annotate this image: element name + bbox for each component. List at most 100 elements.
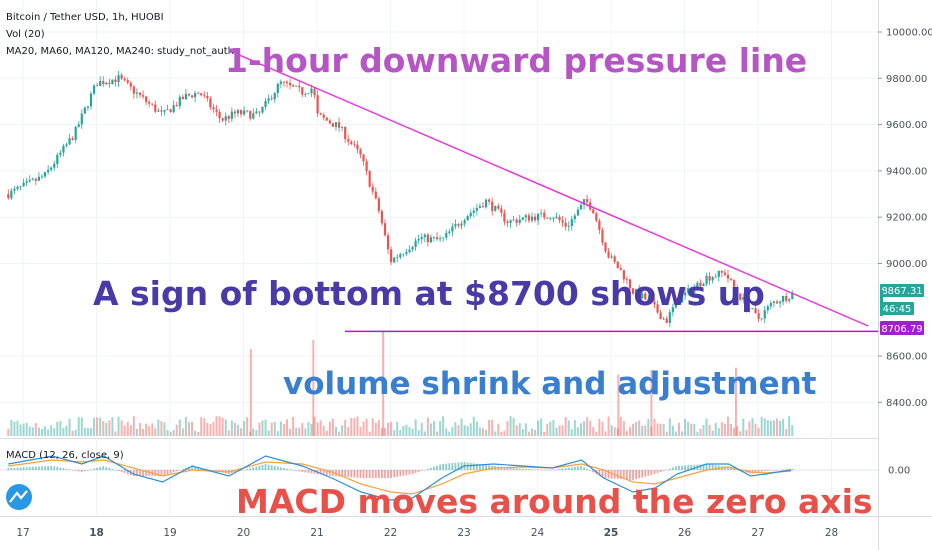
tradingview-logo[interactable] bbox=[6, 484, 32, 510]
volume-annotation: volume shrink and adjustment bbox=[283, 366, 817, 402]
volume-bar bbox=[380, 428, 383, 436]
volume-bar bbox=[423, 431, 426, 436]
candle-body bbox=[344, 126, 347, 140]
volume-bar bbox=[466, 426, 469, 436]
candle-body bbox=[59, 152, 62, 155]
macd-histogram-bar bbox=[368, 470, 371, 478]
trendline-annotation: 1-hour downward pressure line bbox=[225, 41, 807, 80]
macd-histogram-bar bbox=[136, 470, 138, 476]
macd-histogram-bar bbox=[215, 470, 218, 472]
candle-body bbox=[650, 298, 653, 302]
volume-bar bbox=[671, 425, 674, 436]
candle-body bbox=[757, 313, 760, 319]
price-axis[interactable]: 10000.00 9800.00 9600.00 9400.00 9200.00 9000… bbox=[878, 28, 932, 477]
macd-histogram-bar bbox=[414, 470, 417, 473]
volume-bar bbox=[74, 429, 77, 436]
volume-bar bbox=[270, 422, 273, 436]
last-price-value: 8867.31 bbox=[881, 286, 922, 297]
macd-histogram-bar bbox=[13, 467, 16, 470]
macd-histogram-bar bbox=[111, 468, 114, 470]
candle-body bbox=[451, 226, 454, 232]
volume-bar bbox=[292, 416, 295, 436]
symbol-title[interactable]: Bitcoin / Tether USD, 1h, HUOBI bbox=[6, 12, 164, 23]
volume-bar bbox=[625, 431, 628, 436]
volume-spike bbox=[382, 330, 385, 436]
candle-body bbox=[350, 141, 353, 144]
candle-body bbox=[604, 242, 607, 252]
volume-bar bbox=[488, 419, 491, 436]
candle-body bbox=[625, 279, 629, 281]
volume-bar bbox=[227, 430, 230, 436]
candle-body bbox=[711, 277, 714, 281]
macd-histogram-bar bbox=[763, 470, 766, 472]
macd-histogram-bar bbox=[328, 470, 331, 476]
macd-histogram-bar bbox=[690, 465, 693, 470]
macd-histogram-bar bbox=[503, 467, 506, 470]
macd-indicator-label[interactable]: MACD (12, 26, close, 9) bbox=[6, 450, 124, 461]
volume-bar bbox=[233, 422, 236, 436]
volume-bar bbox=[344, 419, 347, 436]
macd-histogram-bar bbox=[347, 470, 350, 478]
candle-body bbox=[506, 221, 509, 224]
macd-histogram-bar bbox=[711, 464, 714, 470]
candle-body bbox=[169, 109, 172, 113]
macd-histogram-bar bbox=[512, 468, 515, 470]
candle-body bbox=[533, 216, 537, 221]
candle-body bbox=[656, 304, 659, 313]
volume-indicator-label[interactable]: Vol (20) bbox=[6, 29, 45, 40]
candle-body bbox=[114, 79, 117, 83]
macd-histogram-bar bbox=[59, 467, 62, 470]
candle-body bbox=[236, 110, 240, 114]
volume-bar bbox=[500, 431, 503, 436]
volume-bar bbox=[607, 416, 610, 436]
macd-histogram-bar bbox=[286, 468, 288, 470]
candle-body bbox=[19, 186, 22, 188]
volume-bar bbox=[371, 418, 374, 436]
candle-body bbox=[218, 111, 221, 119]
macd-histogram-bar bbox=[142, 470, 144, 476]
volume-bar bbox=[417, 430, 420, 436]
macd-histogram-bar bbox=[521, 469, 524, 470]
volume-bar bbox=[662, 424, 665, 436]
candle-body bbox=[53, 163, 56, 168]
macd-histogram-bar bbox=[31, 466, 34, 470]
macd-histogram-bar bbox=[384, 470, 386, 478]
support-price-value: 8706.79 bbox=[881, 324, 922, 335]
macd-histogram-bar bbox=[757, 470, 760, 473]
candle-body bbox=[742, 297, 745, 300]
volume-bar bbox=[454, 422, 457, 436]
macd-histogram-bar bbox=[546, 469, 549, 471]
candle-body bbox=[13, 188, 16, 191]
volume-bar bbox=[708, 424, 711, 436]
time-axis[interactable]: 17 18 19 20 21 22 23 24 25 26 27 28 bbox=[16, 527, 838, 539]
volume-bar bbox=[13, 421, 16, 436]
candle-body bbox=[117, 75, 120, 83]
macd-histogram-bar bbox=[234, 470, 236, 473]
macd-histogram-bar bbox=[83, 470, 86, 472]
candle-body bbox=[549, 218, 552, 220]
candle-body bbox=[619, 268, 622, 271]
candle-body bbox=[181, 96, 184, 100]
macd-histogram-bar bbox=[482, 464, 484, 470]
volume-bar bbox=[138, 423, 141, 436]
macd-histogram-bar bbox=[270, 465, 273, 470]
candle-body bbox=[494, 205, 497, 211]
volume-bar bbox=[742, 418, 745, 436]
macd-histogram-bar bbox=[267, 464, 270, 470]
price-tick-label: 9800.00 bbox=[886, 74, 927, 85]
date-tick-label: 25 bbox=[604, 527, 619, 539]
candle-body bbox=[221, 118, 224, 121]
macd-histogram-bar bbox=[705, 464, 708, 470]
volume-bar bbox=[457, 425, 460, 436]
volume-bar bbox=[331, 418, 334, 436]
volume-bar bbox=[573, 420, 576, 436]
macd-histogram-bar bbox=[534, 469, 536, 471]
candle-body bbox=[129, 82, 132, 87]
macd-histogram-bar bbox=[194, 466, 197, 470]
candle-body bbox=[439, 238, 442, 240]
date-tick-label: 23 bbox=[457, 527, 470, 539]
candle-body bbox=[184, 93, 188, 100]
moving-average-label[interactable]: MA20, MA60, MA120, MA240: study_not_auth bbox=[6, 46, 234, 57]
macd-histogram-bar bbox=[423, 469, 426, 471]
volume-bar bbox=[377, 419, 380, 436]
